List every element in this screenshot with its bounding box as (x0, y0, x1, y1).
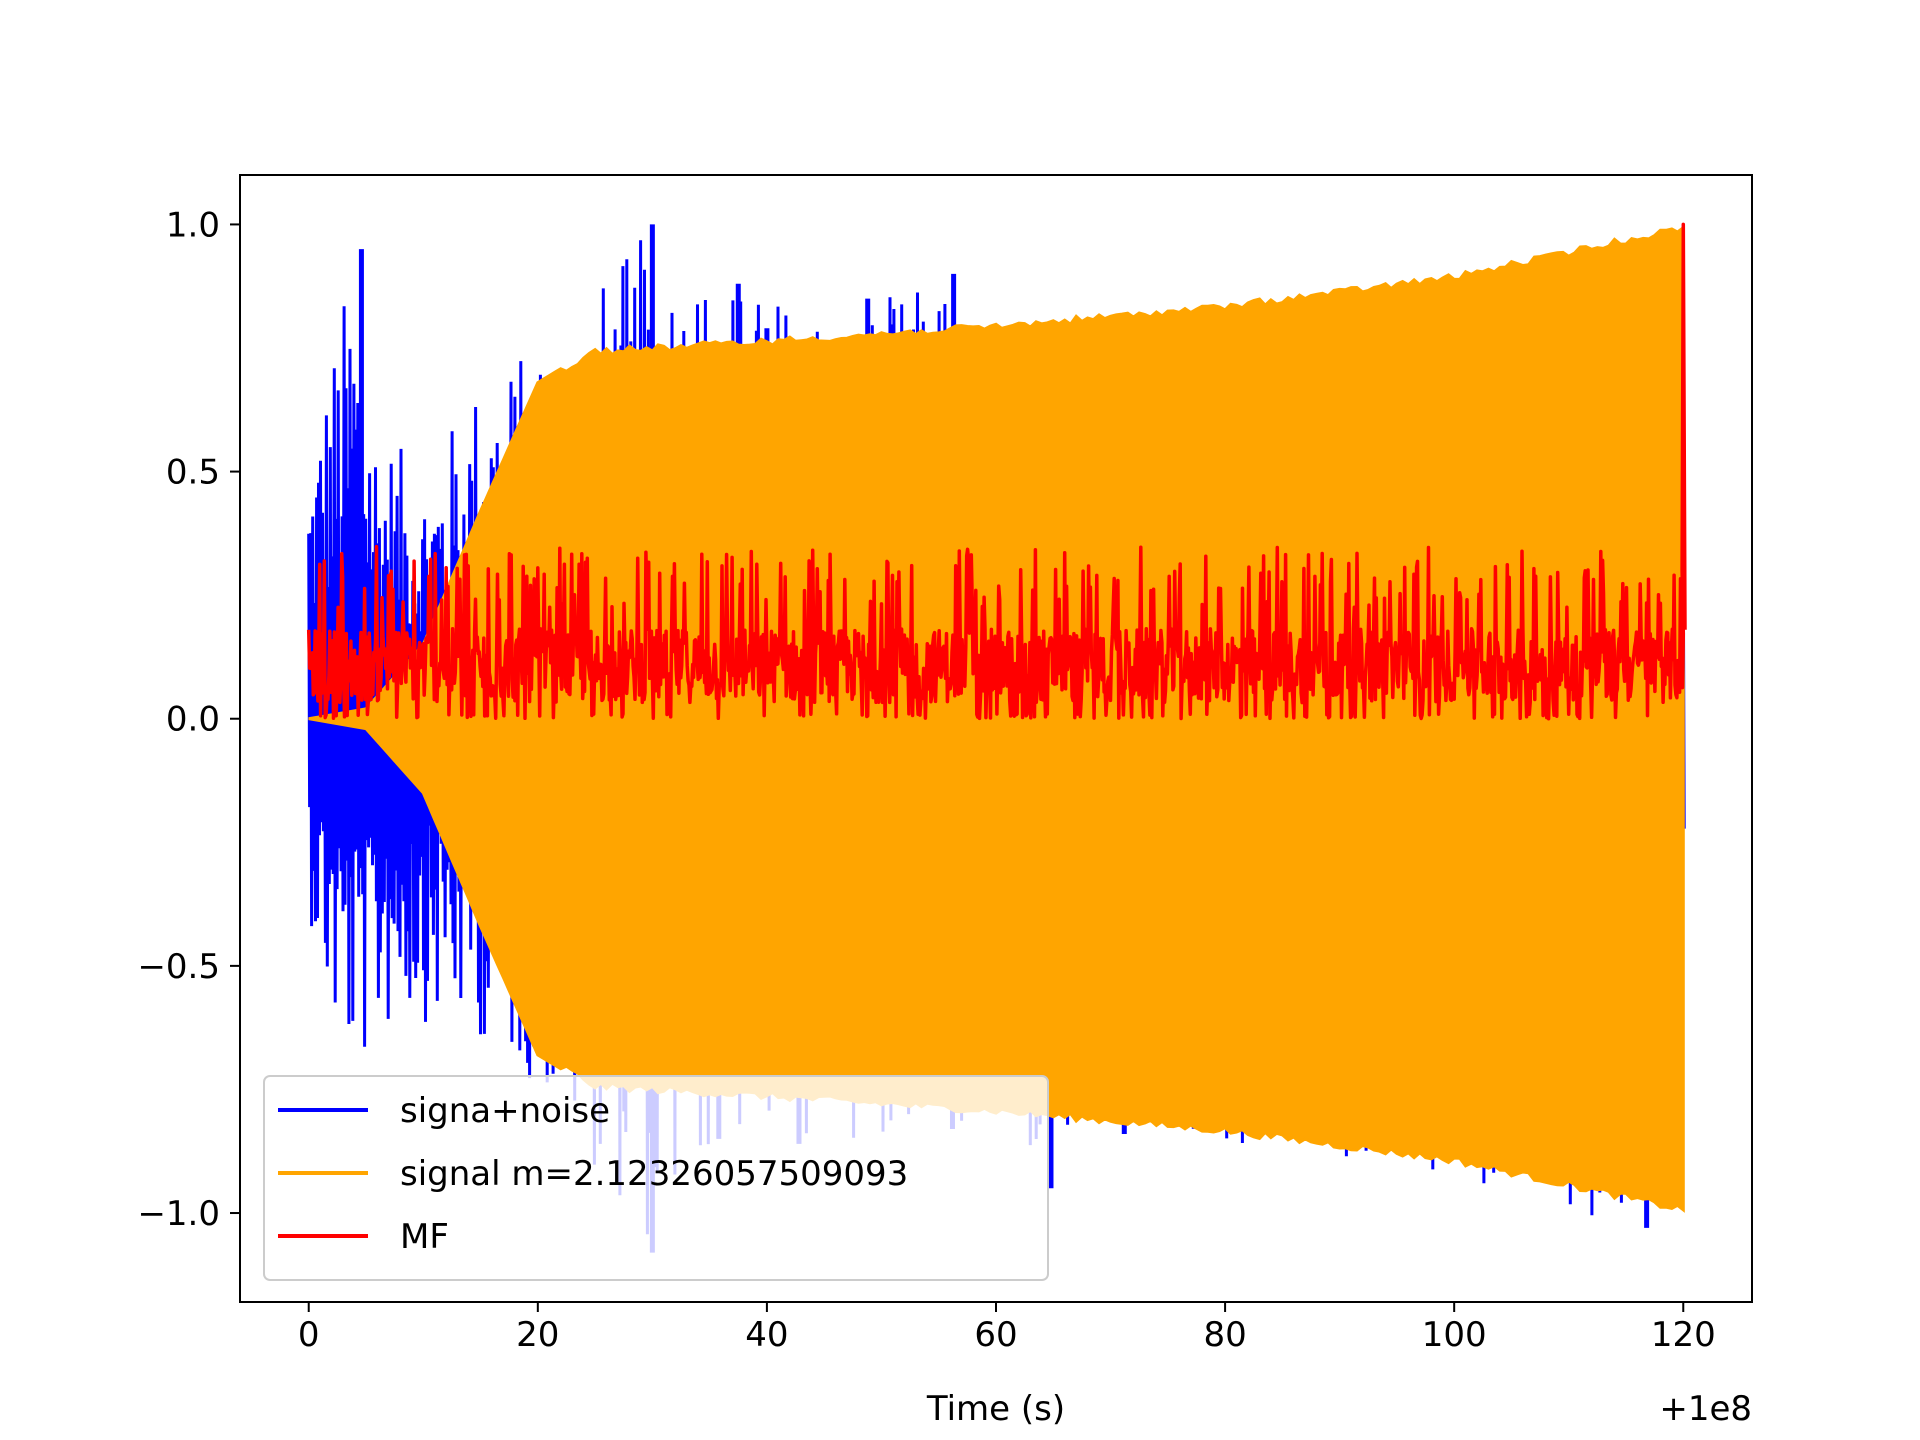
y-tick-label: 0.0 (166, 700, 220, 740)
x-tick-label: 20 (516, 1315, 559, 1355)
legend-box (263, 1075, 1049, 1281)
x-tick-label: 60 (974, 1315, 1017, 1355)
legend-label-mf: MF (400, 1217, 449, 1257)
legend-label-signal: signal m=2.12326057509093 (400, 1154, 908, 1194)
y-tick-label: −1.0 (137, 1194, 220, 1234)
x-tick-label: 100 (1422, 1315, 1487, 1355)
mf-line (306, 222, 1687, 721)
x-axis-label: Time (s) (926, 1389, 1065, 1429)
y-tick-label: 1.0 (166, 205, 220, 245)
plot-area (306, 222, 1687, 1253)
y-tick-label: 0.5 (166, 453, 220, 493)
x-tick-label: 40 (745, 1315, 788, 1355)
x-tick-label: 80 (1203, 1315, 1246, 1355)
x-tick-label: 0 (298, 1315, 320, 1355)
legend: signa+noise signal m=2.12326057509093 MF (263, 1075, 1049, 1281)
y-axis: −1.0 −0.5 0.0 0.5 1.0 (137, 205, 240, 1234)
x-tick-label: 120 (1651, 1315, 1716, 1355)
series-mf (306, 222, 1687, 721)
x-axis: 0 20 40 60 80 100 120 (298, 1302, 1716, 1355)
legend-label-signal-noise: signa+noise (400, 1091, 610, 1131)
y-tick-label: −0.5 (137, 947, 220, 987)
x-axis-offset-text: +1e8 (1659, 1389, 1752, 1429)
